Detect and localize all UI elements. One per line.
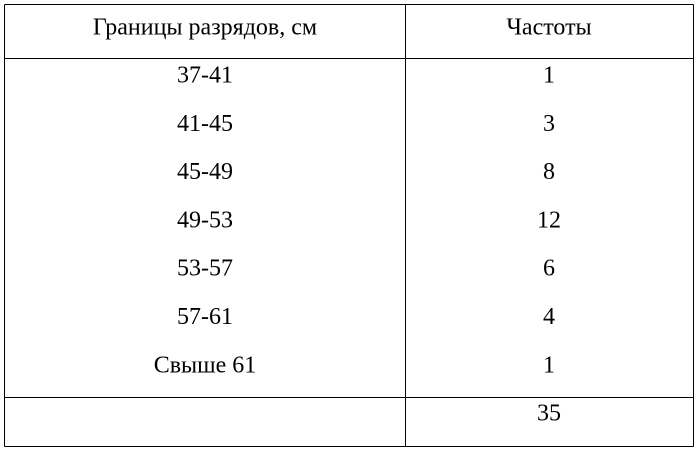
table-cell: 4 bbox=[543, 304, 555, 330]
table-cell: 8 bbox=[543, 159, 555, 185]
header-cell: Границы разрядов, см bbox=[93, 15, 317, 41]
table-cell: 53-57 bbox=[177, 256, 233, 282]
table-cell: 1 bbox=[543, 63, 555, 89]
table-cell: Свыше 61 bbox=[154, 352, 257, 378]
table-cell: 1 bbox=[543, 352, 555, 378]
header-cell: Частоты bbox=[506, 15, 591, 41]
table-cell: 12 bbox=[537, 207, 561, 233]
table-cell: 41-45 bbox=[177, 111, 233, 137]
table-cell: 6 bbox=[543, 256, 555, 282]
table-cell: 37-41 bbox=[177, 63, 233, 89]
table-cell: 49-53 bbox=[177, 207, 233, 233]
table-cell: 57-61 bbox=[177, 304, 233, 330]
table-cell: 3 bbox=[543, 111, 555, 137]
table-borders bbox=[4, 4, 694, 447]
total-cell: 35 bbox=[537, 401, 561, 427]
table-cell: 45-49 bbox=[177, 159, 233, 185]
